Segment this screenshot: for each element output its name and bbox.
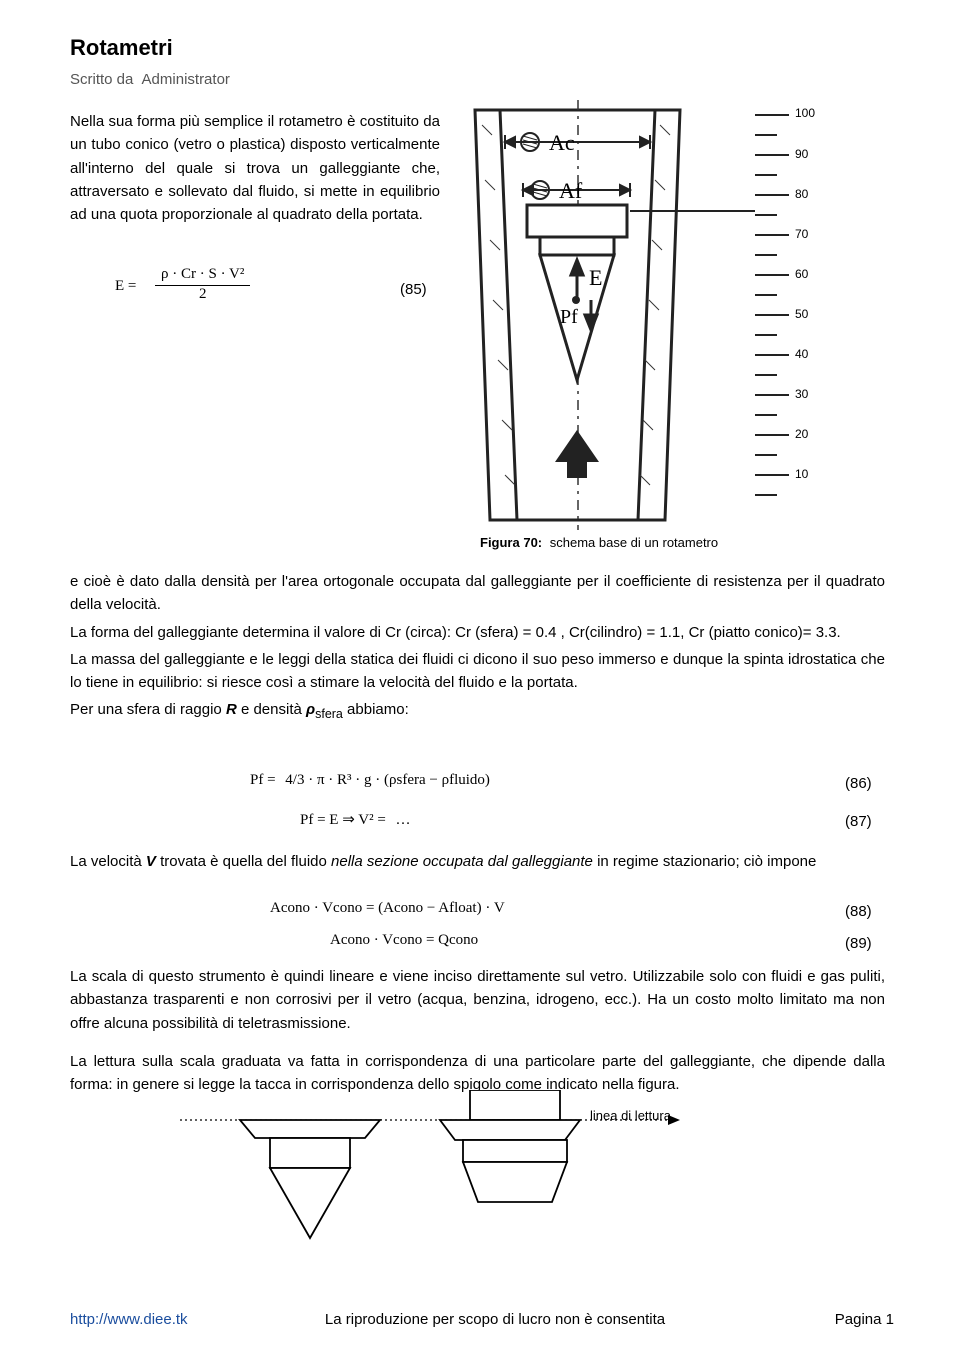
eq2-rhs: 4/3 · π · R³ · g · (ρsfera − ρfluido) — [285, 772, 490, 788]
footer-page: Pagina 1 — [835, 1308, 894, 1331]
ruler-40: 40 — [795, 347, 808, 361]
para4: La scala di questo strumento è quindi li… — [70, 965, 885, 1035]
eq2-lhs: Pf = — [250, 772, 276, 788]
ruler-80: 80 — [795, 187, 808, 201]
para3a-v: V — [146, 853, 156, 870]
figure-floats: linea di lettura — [180, 1090, 740, 1260]
eq1-lhs: E = — [115, 278, 136, 294]
ruler-90: 90 — [795, 147, 808, 161]
eq3-number: (87) — [845, 810, 872, 833]
para3a-mid: trovata è quella del fluido — [156, 853, 331, 870]
para3a-em: nella sezione occupata dal galleggiante — [331, 853, 593, 870]
ruler-20: 20 — [795, 427, 808, 441]
para3a-end: in regime stazionario; ciò impone — [593, 853, 816, 870]
para-2d-sub: sfera — [315, 707, 343, 721]
fig1-caption-text: schema base di un rotametro — [550, 535, 718, 550]
eq4-number: (88) — [845, 900, 872, 923]
figure-70: Ac Af — [455, 100, 895, 530]
ruler-50: 50 — [795, 307, 808, 321]
label-pf: Pf — [560, 306, 578, 328]
fig1-caption-label: Figura 70: — [480, 535, 542, 550]
label-e: E — [589, 265, 602, 290]
para-2c: La massa del galleggiante e le leggi del… — [70, 648, 885, 695]
para-2d-mid: e densità — [237, 701, 306, 718]
para-2d-prefix: Per una sfera di raggio — [70, 701, 226, 718]
eq1-number: (85) — [400, 278, 427, 301]
para3a-prefix: La velocità — [70, 853, 146, 870]
reading-line-label: linea di lettura — [590, 1108, 671, 1123]
eq1-num: ρ · Cr · S · V² — [155, 266, 250, 286]
ruler-60: 60 — [795, 267, 808, 281]
ruler-10: 10 — [795, 467, 808, 481]
para-2a: e cioè è dato dalla densità per l'area o… — [70, 570, 885, 617]
eq5: Acono · Vcono = Qcono — [330, 932, 478, 949]
subtitle-prefix: Scritto da — [70, 71, 133, 88]
eq3-lhs: Pf = E ⇒ V² = — [300, 812, 386, 828]
eq5-number: (89) — [845, 932, 872, 955]
para-2d-r: R — [226, 701, 237, 718]
label-af: Af — [559, 178, 583, 203]
eq4: Acono · Vcono = (Acono − Afloat) · V — [270, 900, 505, 917]
intro-paragraph: Nella sua forma più semplice il rotametr… — [70, 110, 440, 226]
eq2-number: (86) — [845, 772, 872, 795]
page-title: Rotametri — [70, 35, 173, 61]
ruler-30: 30 — [795, 387, 808, 401]
ruler-70: 70 — [795, 227, 808, 241]
subtitle-author: Administrator — [142, 71, 230, 88]
label-ac: Ac — [549, 130, 575, 155]
footer-center: La riproduzione per scopo di lucro non è… — [270, 1308, 720, 1331]
eq1-den: 2 — [155, 286, 250, 303]
footer-url[interactable]: http://www.diee.tk — [70, 1308, 188, 1331]
para-2d-end: abbiamo: — [343, 701, 409, 718]
para-2b: La forma del galleggiante determina il v… — [70, 621, 885, 644]
ruler-scale: 100 90 80 70 60 50 40 — [755, 110, 875, 510]
ruler-100: 100 — [795, 106, 815, 120]
para-2d-rho: ρ — [306, 701, 315, 718]
